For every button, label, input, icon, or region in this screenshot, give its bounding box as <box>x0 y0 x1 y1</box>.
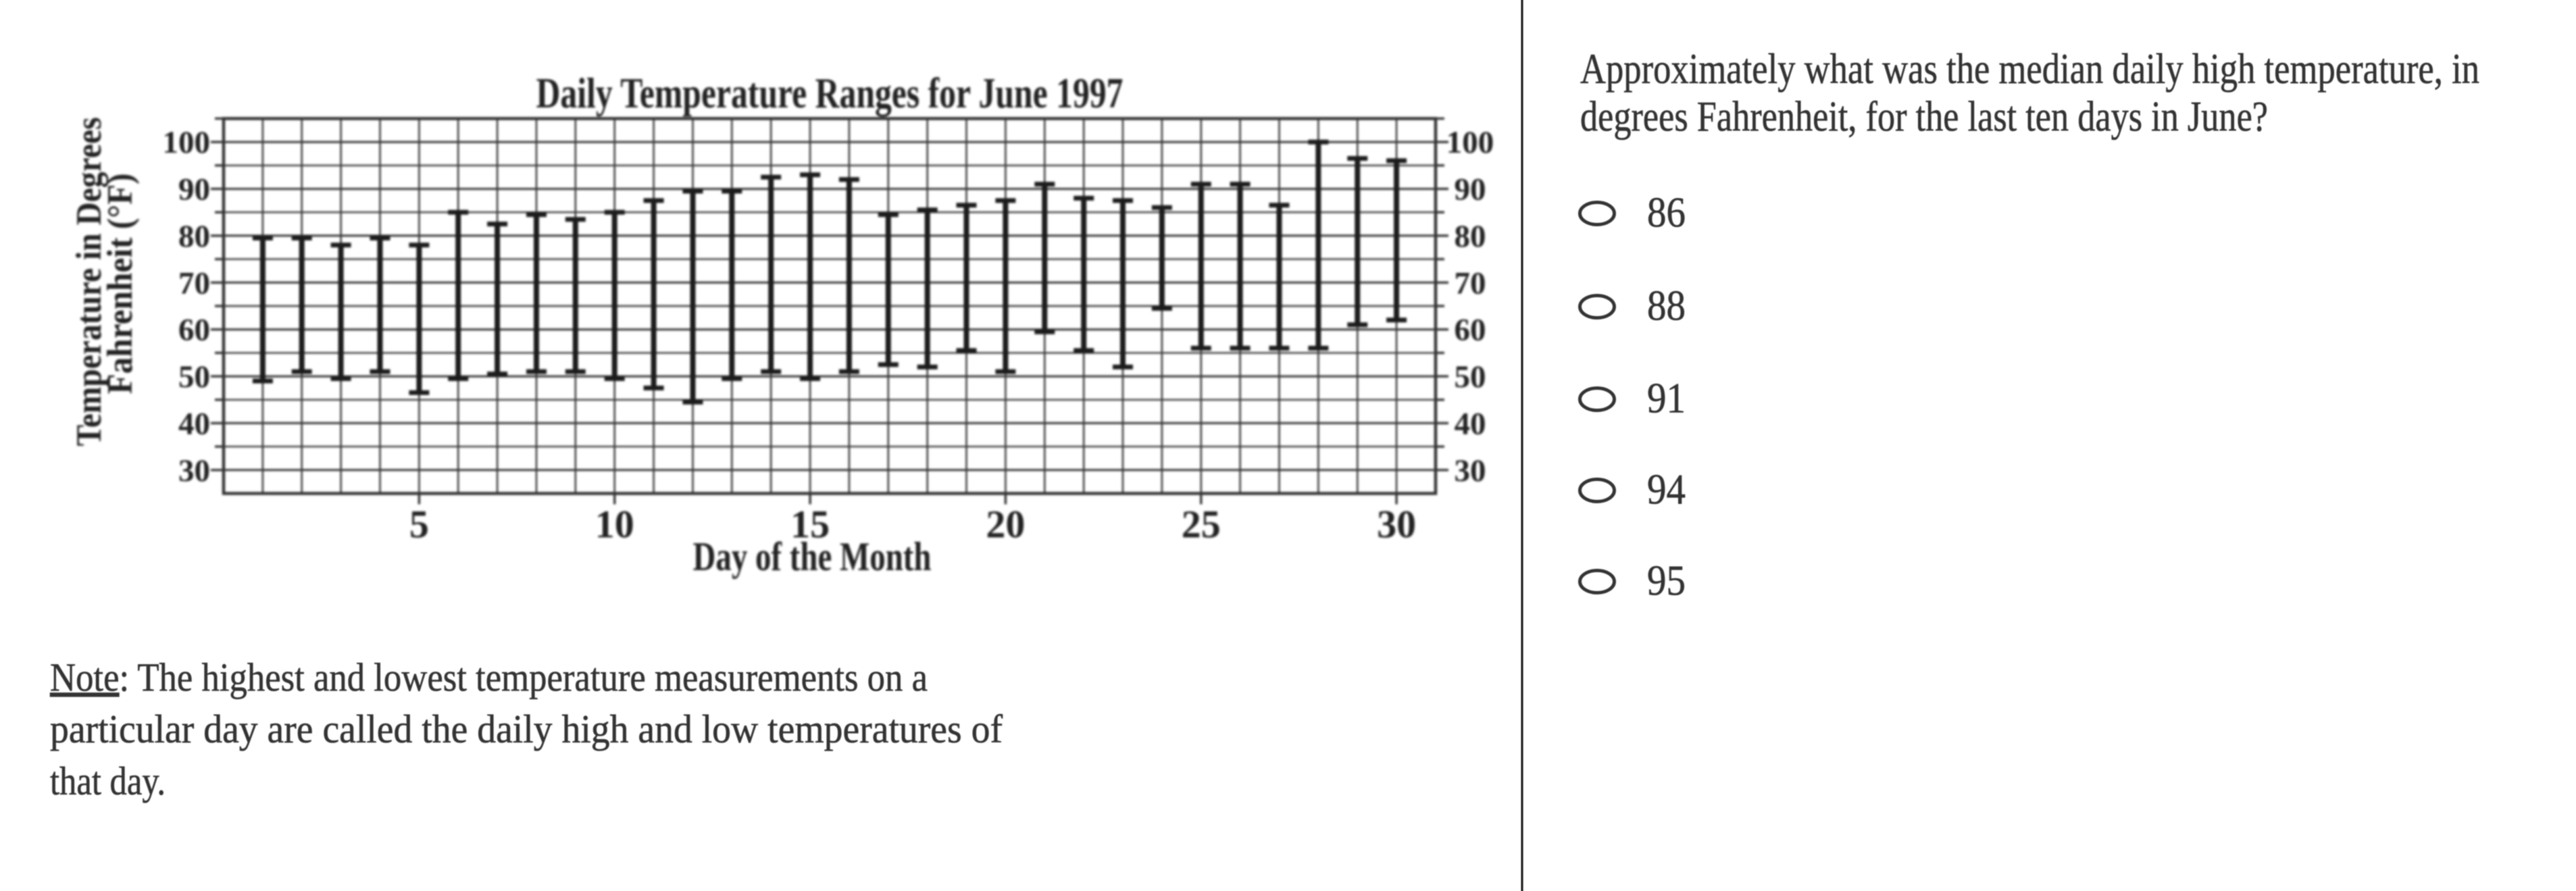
svg-text:70: 70 <box>1455 265 1486 301</box>
svg-text:70: 70 <box>178 265 210 301</box>
svg-text:60: 60 <box>178 313 210 348</box>
svg-text:that day.: that day. <box>50 759 166 803</box>
svg-text:100: 100 <box>163 125 211 160</box>
svg-text:5: 5 <box>409 503 429 546</box>
svg-text:90: 90 <box>1455 172 1486 207</box>
svg-text:80: 80 <box>178 219 210 254</box>
svg-text:15: 15 <box>790 503 830 546</box>
svg-text:Day of the Month: Day of the Month <box>693 534 932 579</box>
svg-text:95: 95 <box>1647 557 1686 605</box>
svg-text:Approximately what was the med: Approximately what was the median daily … <box>1580 45 2479 93</box>
svg-text:88: 88 <box>1647 282 1686 330</box>
svg-text:Note: The highest and lowest t: Note: The highest and lowest temperature… <box>50 655 928 700</box>
svg-text:100: 100 <box>1446 125 1494 160</box>
svg-text:10: 10 <box>595 503 634 546</box>
svg-text:90: 90 <box>178 172 210 207</box>
svg-text:50: 50 <box>1455 359 1486 394</box>
svg-text:degrees Fahrenheit, for the la: degrees Fahrenheit, for the last ten day… <box>1580 93 2268 141</box>
svg-text:94: 94 <box>1647 466 1686 513</box>
svg-text:30: 30 <box>1377 503 1416 546</box>
svg-text:Fahrenheit (°F): Fahrenheit (°F) <box>101 174 140 394</box>
svg-text:30: 30 <box>178 453 210 488</box>
svg-text:60: 60 <box>1455 313 1486 348</box>
svg-text:25: 25 <box>1182 503 1221 546</box>
svg-text:50: 50 <box>178 359 210 394</box>
svg-text:particular day are called the: particular day are called the daily high… <box>50 707 1003 751</box>
svg-text:91: 91 <box>1647 375 1686 422</box>
svg-text:80: 80 <box>1455 219 1486 254</box>
svg-text:30: 30 <box>1455 453 1486 488</box>
svg-text:86: 86 <box>1647 189 1686 236</box>
svg-text:Daily Temperature Ranges for J: Daily Temperature Ranges for June 1997 <box>536 69 1123 117</box>
svg-text:40: 40 <box>178 406 210 441</box>
svg-text:20: 20 <box>986 503 1025 546</box>
svg-text:Temperature in Degrees: Temperature in Degrees <box>70 118 109 447</box>
svg-text:40: 40 <box>1455 406 1486 441</box>
